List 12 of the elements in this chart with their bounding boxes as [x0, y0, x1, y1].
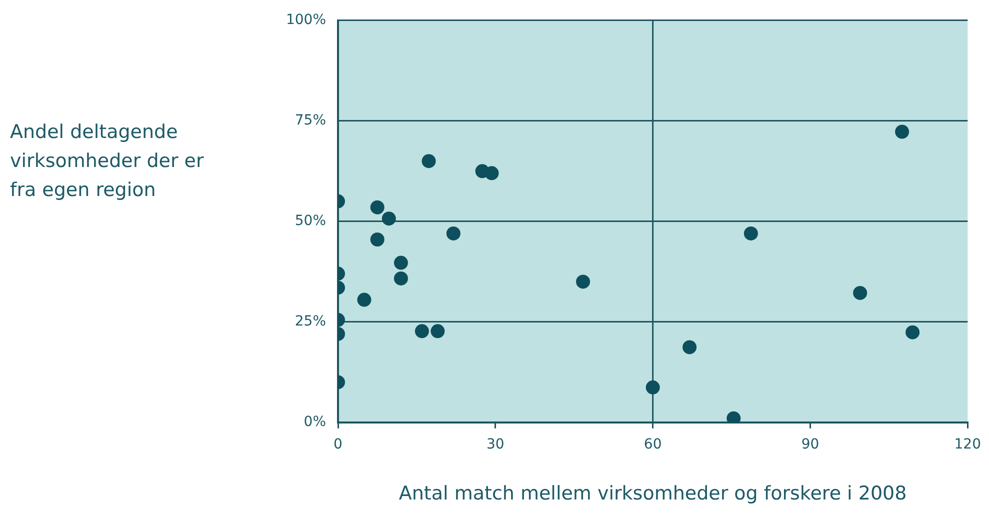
y-axis-title: Andel deltagende virksomheder der er fra egen region: [10, 120, 205, 203]
y-tick-label: 75%: [294, 112, 326, 129]
x-tick-label: 60: [644, 436, 662, 452]
y-tick-label: 25%: [294, 314, 326, 330]
x-tick-label: 90: [801, 436, 820, 452]
y-tick-label: 50%: [294, 213, 326, 230]
y-tick-label: 100%: [286, 12, 326, 28]
x-tick-label: 120: [954, 436, 982, 452]
x-tick-label: 30: [486, 436, 504, 452]
y-tick-label: 0%: [304, 414, 326, 430]
x-axis-title: Antal match mellem virksomheder og forskere i 2008: [398, 482, 907, 505]
x-tick-label: 0: [334, 436, 342, 452]
